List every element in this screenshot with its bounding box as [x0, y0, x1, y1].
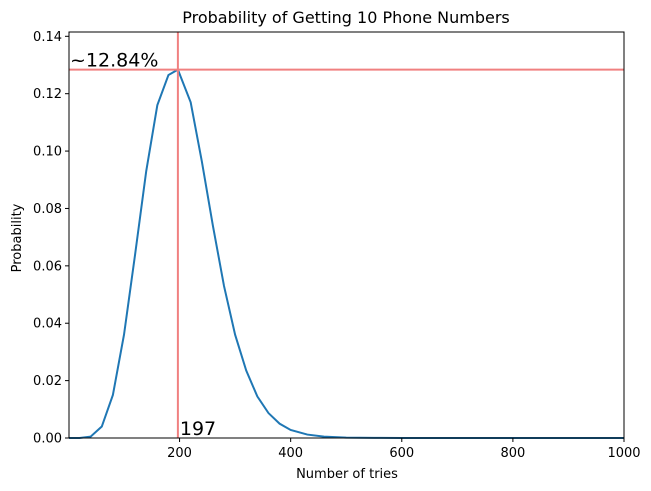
- y-tick-label: 0.00: [33, 432, 62, 447]
- x-tick-label: 800: [500, 446, 525, 461]
- peak-probability-annotation: ~12.84%: [70, 50, 158, 72]
- y-tick-label: 0.10: [33, 145, 62, 160]
- y-tick-label: 0.12: [33, 87, 62, 102]
- x-tick-label: 400: [278, 446, 303, 461]
- y-tick-label: 0.02: [33, 374, 62, 389]
- x-tick-label: 200: [167, 446, 192, 461]
- chart-title: Probability of Getting 10 Phone Numbers: [182, 8, 510, 27]
- y-axis-label: Probability: [10, 203, 25, 272]
- y-tick-label: 0.04: [33, 317, 62, 332]
- y-tick-label: 0.08: [33, 202, 62, 217]
- y-tick-label: 0.06: [33, 259, 62, 274]
- y-tick-label: 0.14: [33, 30, 62, 45]
- x-axis-label: Number of tries: [296, 467, 398, 482]
- peak-tries-annotation: 197: [180, 418, 216, 440]
- x-tick-label: 600: [389, 446, 414, 461]
- x-tick-label: 1000: [607, 446, 640, 461]
- plot-frame: [68, 31, 625, 439]
- x-axis-ticks: 200 400 600 800 1000: [167, 438, 641, 461]
- y-axis-ticks: 0.00 0.02 0.04 0.06 0.08 0.10 0.12 0.14: [33, 30, 69, 447]
